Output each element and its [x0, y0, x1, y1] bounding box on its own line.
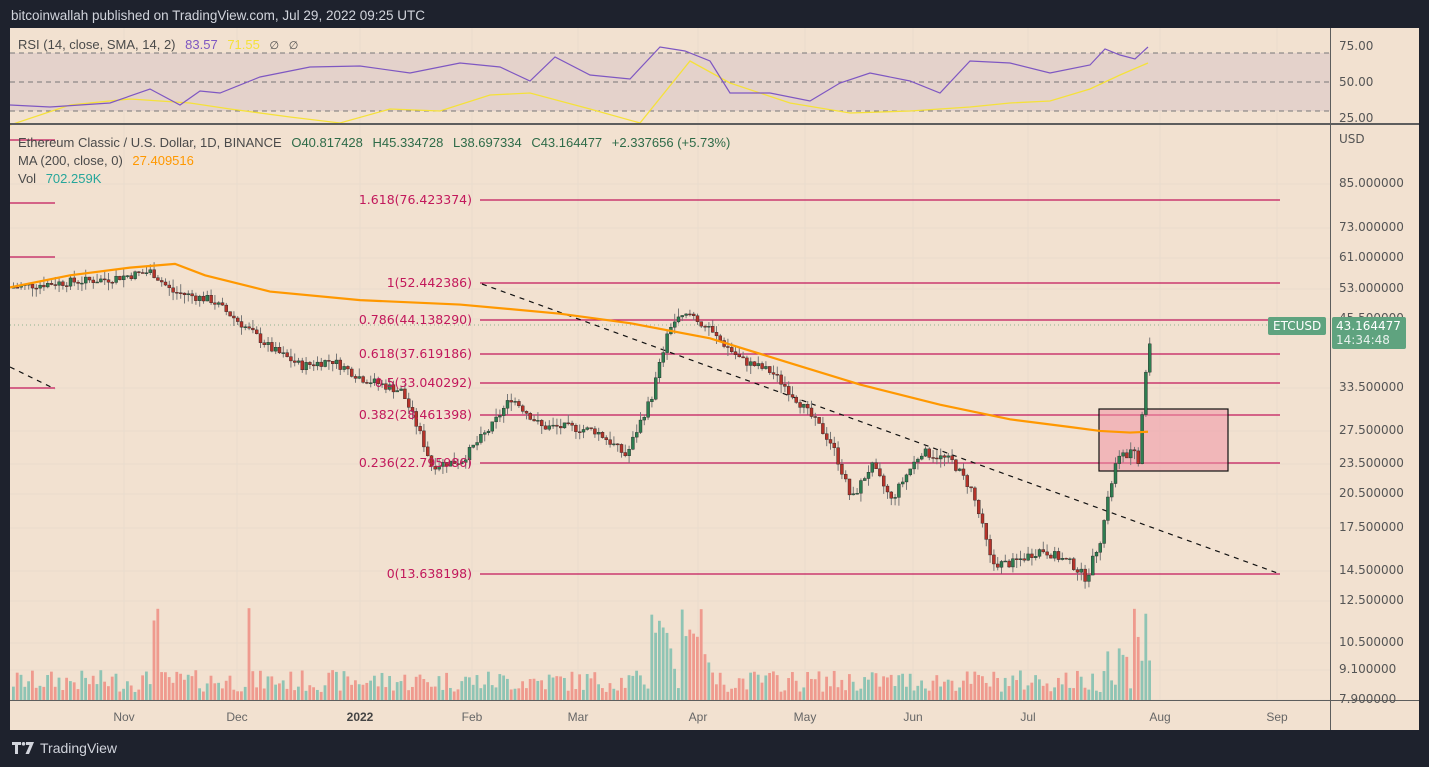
- price-tick: 27.500000: [1339, 423, 1404, 437]
- fib-level-label: 1.618(76.423374): [358, 192, 472, 207]
- fib-level-label: 0.5(33.040292): [374, 375, 472, 390]
- price-tick: 17.500000: [1339, 520, 1404, 534]
- price-tick: 7.900000: [1339, 692, 1397, 706]
- ticker-tag: ETCUSD: [1268, 317, 1327, 335]
- price-tick: 12.500000: [1339, 593, 1404, 607]
- fib-level-label: 0.236(22.795986): [358, 455, 472, 470]
- fib-level-label: 0.618(37.619186): [358, 346, 472, 361]
- vol-legend[interactable]: Vol 702.259K: [18, 171, 107, 186]
- time-tick: Feb: [461, 710, 483, 724]
- price-tick: 9.100000: [1339, 662, 1397, 676]
- rsi-label: RSI (14, close, SMA, 14, 2): [18, 37, 176, 52]
- rsi-axis-25: 25.00: [1339, 111, 1374, 125]
- bar-countdown: 14:34:48: [1336, 333, 1390, 347]
- fib-level-label: 0.382(28.461398): [358, 407, 472, 422]
- ma-value: 27.409516: [132, 153, 194, 168]
- rsi-legend[interactable]: RSI (14, close, SMA, 14, 2) 83.57 71.55 …: [18, 37, 304, 52]
- price-tick: 61.000000: [1339, 250, 1404, 264]
- rsi-value: 83.57: [185, 37, 218, 52]
- fib-level-label: 1(52.442386): [386, 275, 472, 290]
- price-tick: 73.000000: [1339, 220, 1404, 234]
- symbol-legend[interactable]: Ethereum Classic / U.S. Dollar, 1D, BINA…: [18, 135, 736, 150]
- price-tick: 10.500000: [1339, 635, 1404, 649]
- na-icon: ∅: [269, 40, 280, 52]
- time-tick: Apr: [688, 710, 708, 724]
- tradingview-logo-icon: [12, 742, 34, 754]
- ohlc-close: C43.164477: [531, 135, 603, 150]
- rsi-axis-50: 50.00: [1339, 75, 1374, 89]
- ohlc-change: +2.337656 (+5.73%): [611, 135, 731, 150]
- price-tick: 14.500000: [1339, 563, 1404, 577]
- price-axis-separator: [1330, 28, 1331, 730]
- time-tick: Aug: [1149, 710, 1171, 724]
- fib-level-label: 0(13.638198): [386, 566, 472, 581]
- rsi-axis-75: 75.00: [1339, 39, 1374, 53]
- time-axis-separator: [10, 700, 1419, 701]
- price-tick: 23.500000: [1339, 456, 1404, 470]
- vol-value: 702.259K: [45, 171, 102, 186]
- time-tick: Dec: [226, 710, 248, 724]
- price-tick: 33.500000: [1339, 380, 1404, 394]
- tradingview-brand: TradingView: [40, 740, 118, 756]
- time-tick: 2022: [346, 710, 374, 724]
- chart-canvas[interactable]: [10, 28, 1419, 730]
- time-tick: Sep: [1266, 710, 1288, 724]
- time-tick: Mar: [567, 710, 589, 724]
- pane-separator[interactable]: [10, 123, 1419, 125]
- ma-legend[interactable]: MA (200, close, 0) 27.409516: [18, 153, 200, 168]
- symbol-title: Ethereum Classic / U.S. Dollar, 1D, BINA…: [18, 135, 282, 150]
- time-tick: Nov: [113, 710, 135, 724]
- publisher-header: bitcoinwallah published on TradingView.c…: [11, 8, 426, 23]
- fib-level-label: 0.786(44.138290): [358, 312, 472, 327]
- tradingview-footer[interactable]: TradingView: [12, 740, 117, 756]
- ohlc-open: O40.817428: [291, 135, 363, 150]
- ma-label: MA (200, close, 0): [18, 153, 123, 168]
- last-price-tag: 43.164477 14:34:48: [1332, 317, 1406, 349]
- time-tick: Jul: [1020, 710, 1036, 724]
- vol-label: Vol: [18, 171, 37, 186]
- ohlc-low: L38.697334: [453, 135, 522, 150]
- last-price: 43.164477: [1336, 319, 1401, 333]
- na-icon: ∅: [288, 40, 299, 52]
- currency-label: USD: [1339, 132, 1365, 146]
- rsi-sma-value: 71.55: [227, 37, 260, 52]
- time-tick: May: [793, 710, 817, 724]
- price-tick: 20.500000: [1339, 486, 1404, 500]
- price-tick: 53.000000: [1339, 281, 1404, 295]
- ohlc-high: H45.334728: [372, 135, 444, 150]
- price-tick: 85.000000: [1339, 176, 1404, 190]
- time-tick: Jun: [903, 710, 923, 724]
- chart-frame[interactable]: RSI (14, close, SMA, 14, 2) 83.57 71.55 …: [10, 28, 1419, 730]
